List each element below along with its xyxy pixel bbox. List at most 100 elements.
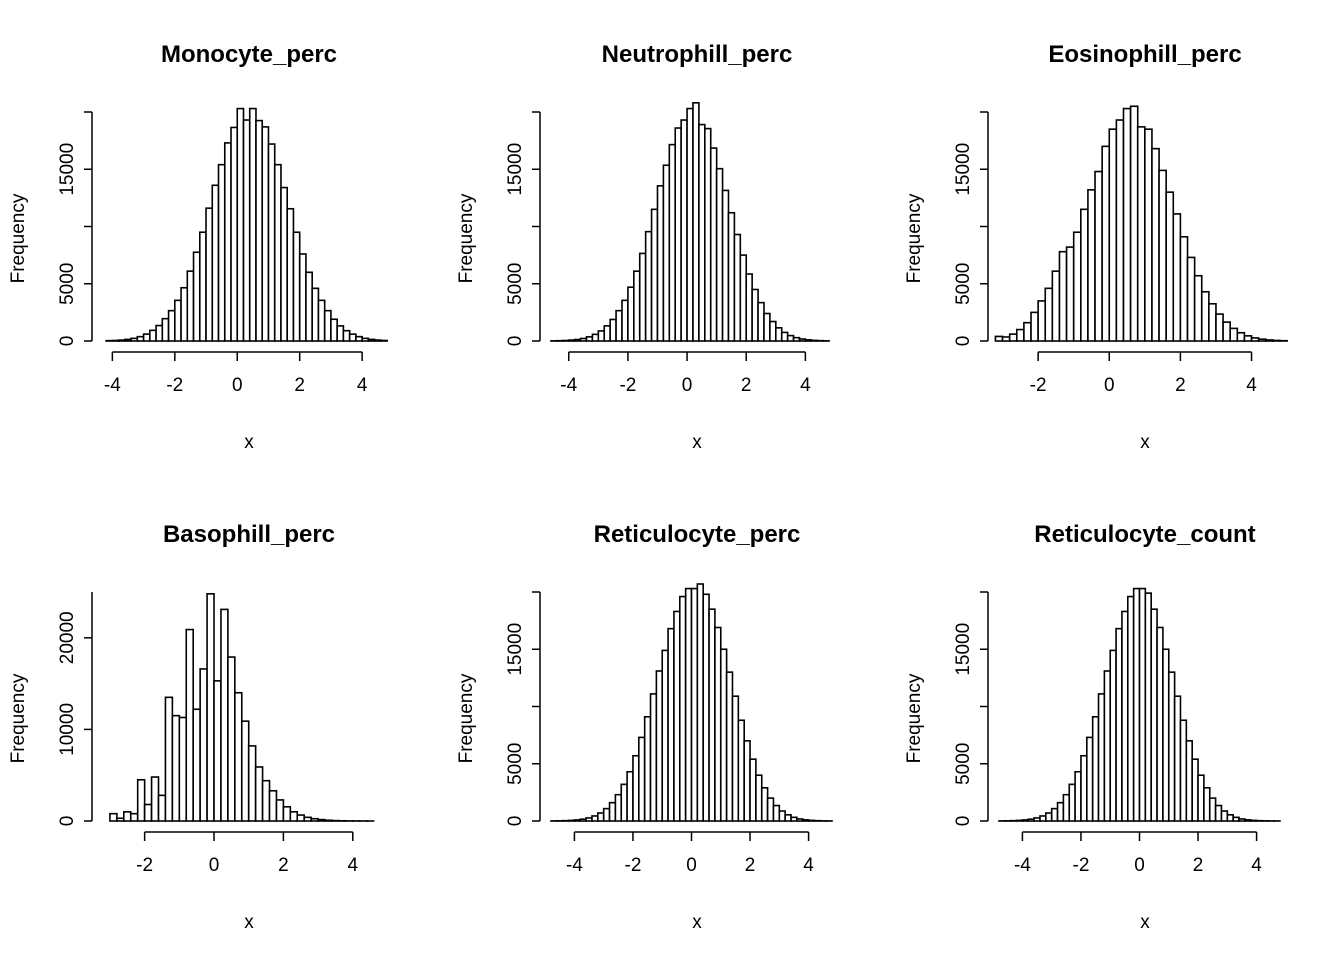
histogram-bar <box>994 335 1004 342</box>
histogram-bar <box>1058 250 1068 342</box>
histogram-bar <box>1050 807 1059 822</box>
histogram-bar <box>205 207 214 342</box>
histogram-bar <box>164 696 174 822</box>
histogram-bar <box>230 126 239 342</box>
x-tick-label: -2 <box>625 855 642 876</box>
histogram-bar <box>709 147 718 342</box>
histogram-bar <box>602 807 611 822</box>
chart-title: Eosinophill_perc <box>1048 41 1241 68</box>
x-tick-label: 2 <box>1193 855 1204 876</box>
histogram-bar <box>662 164 671 342</box>
histogram-bar <box>626 770 634 822</box>
histogram-bar <box>330 318 338 342</box>
histogram-bar <box>1044 287 1054 342</box>
histogram-bar <box>157 794 167 822</box>
histogram-bar <box>161 317 170 342</box>
histogram-bar <box>373 339 382 342</box>
histogram-bar <box>585 817 593 822</box>
histogram-bar <box>1091 715 1100 822</box>
x-tick-label: 0 <box>209 855 220 876</box>
histogram-bar <box>1191 758 1199 822</box>
x-tick-label: 0 <box>1134 855 1145 876</box>
histogram-bar <box>1167 671 1176 822</box>
histogram-bar <box>615 309 623 342</box>
histogram-bar <box>1001 336 1011 342</box>
x-axis-label: x <box>1140 432 1150 453</box>
histogram-bar <box>678 595 687 822</box>
x-tick-label: -4 <box>560 375 577 396</box>
x-tick-label: 0 <box>686 855 697 876</box>
histogram-bar <box>755 774 763 822</box>
histogram-bar <box>254 766 264 822</box>
chart-title: Reticulocyte_count <box>1034 521 1255 548</box>
histogram-bar <box>324 819 333 822</box>
y-tick-label: 5000 <box>505 743 526 785</box>
chart-title: Basophill_perc <box>163 521 335 548</box>
histogram-bar <box>116 817 125 822</box>
histogram-bar <box>129 812 139 822</box>
histogram-bar <box>142 333 151 342</box>
histogram-bar <box>667 627 675 822</box>
y-tick-label: 0 <box>57 816 78 827</box>
histogram-bar <box>603 325 611 342</box>
histogram-bar <box>673 610 681 822</box>
y-tick-label: 15000 <box>505 623 526 676</box>
histogram-bar <box>1080 208 1089 342</box>
x-tick-label: 4 <box>1246 375 1257 396</box>
x-axis-label: x <box>692 912 702 933</box>
x-tick-label: -4 <box>104 375 121 396</box>
histogram-bar <box>807 819 816 822</box>
histogram-bar <box>1215 313 1224 342</box>
histogram-bar <box>1115 627 1123 822</box>
histogram-panel: Neutrophill_perc 0 5000 15000 Frequency -4 -2 0… <box>456 41 830 453</box>
histogram-bar <box>317 818 326 822</box>
histogram-bar <box>733 233 742 342</box>
histogram-bar <box>745 273 753 342</box>
histogram-bar <box>199 668 208 822</box>
histogram-bar <box>772 804 781 822</box>
histogram-bar <box>1208 302 1217 342</box>
histogram-bar <box>1151 147 1160 342</box>
histogram-bar <box>1232 816 1240 822</box>
y-axis-label: Frequency <box>8 673 29 763</box>
x-tick-label: -2 <box>136 855 153 876</box>
histogram-bar <box>213 680 222 822</box>
histogram-bar <box>1220 810 1229 822</box>
histogram-bar <box>1186 256 1196 342</box>
histogram-bar <box>292 231 301 342</box>
histogram-bar <box>1115 119 1125 342</box>
y-axis-label: Frequency <box>8 193 29 283</box>
x-tick-label: 2 <box>1175 375 1186 396</box>
histogram-bar <box>643 715 652 822</box>
histogram-bar <box>743 740 751 822</box>
histogram-panel: Eosinophill_perc 0 5000 15000 Frequency -2 0 2 4… <box>904 41 1288 453</box>
histogram-bar <box>261 126 270 342</box>
histogram-bar <box>1086 736 1094 822</box>
histogram-bar <box>275 799 285 822</box>
histogram-bar <box>591 815 599 822</box>
histogram-bar <box>180 286 189 342</box>
histogram-bar <box>1173 695 1182 822</box>
histogram-bar <box>1129 105 1139 342</box>
histogram-bar <box>298 253 307 342</box>
histogram-bar <box>760 786 769 822</box>
histogram-bar <box>769 320 777 342</box>
histogram-bar <box>739 254 748 342</box>
histogram-bar <box>644 230 653 342</box>
histogram-bar <box>1203 786 1211 822</box>
histogram-bar <box>1027 818 1035 822</box>
histogram-bar <box>1264 339 1274 342</box>
y-tick-label: 5000 <box>57 263 78 305</box>
histogram-bar <box>1045 812 1053 822</box>
histogram-bar <box>774 327 783 342</box>
x-tick-label: 0 <box>682 375 693 396</box>
histogram-bar <box>786 334 795 342</box>
y-tick-label: 0 <box>57 336 78 347</box>
histogram-bar <box>562 339 570 342</box>
histogram-bar <box>149 329 157 342</box>
histogram-bar <box>585 336 594 342</box>
histogram-bar <box>220 608 229 822</box>
histogram-bar <box>380 339 388 342</box>
histogram-bar <box>727 211 736 342</box>
